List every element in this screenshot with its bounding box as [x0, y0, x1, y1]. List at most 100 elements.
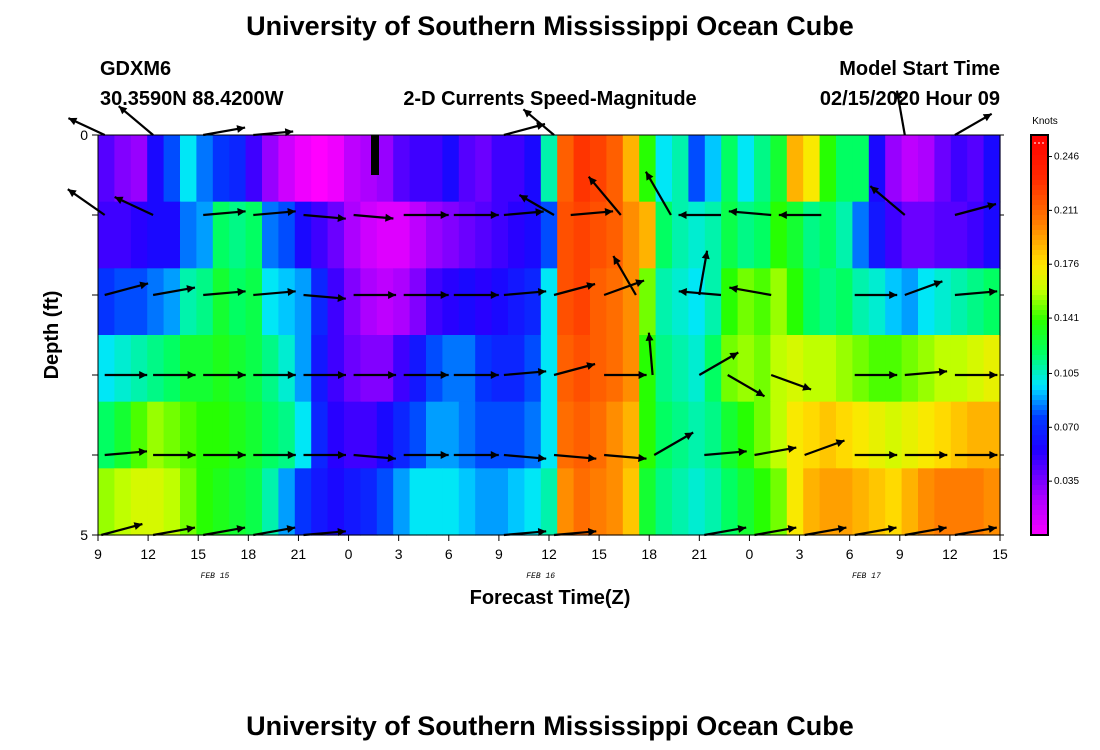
- current-vector: [604, 453, 647, 462]
- heatmap-cell: [147, 201, 165, 269]
- current-vector: [954, 288, 998, 297]
- heatmap-cell: [950, 201, 968, 269]
- heatmap-cell: [901, 468, 919, 536]
- heatmap-cell: [409, 268, 427, 336]
- heatmap-cell: [442, 468, 460, 536]
- colorbar-segment: [1031, 500, 1048, 506]
- heatmap-cell: [557, 401, 575, 469]
- heatmap-cell: [278, 135, 296, 203]
- heatmap-cell: [508, 468, 525, 536]
- heatmap-cell: [147, 268, 165, 336]
- heatmap-cell: [573, 268, 591, 336]
- heatmap-cell: [885, 135, 903, 203]
- heatmap-cell: [426, 201, 443, 269]
- colorbar-segment: [1031, 255, 1048, 261]
- current-vector: [553, 362, 596, 377]
- colorbar-segment: [1031, 455, 1048, 461]
- current-vector: [253, 288, 296, 297]
- heatmap-cell: [606, 401, 624, 469]
- heatmap-cell: [212, 201, 230, 269]
- current-vector: [854, 291, 898, 299]
- heatmap-cell: [393, 468, 411, 536]
- colorbar-tick-label: 0.246: [1054, 152, 1079, 163]
- current-vector: [804, 439, 845, 457]
- heatmap-cell: [458, 268, 476, 336]
- colorbar-segment: [1031, 375, 1048, 381]
- plot-title: 2-D Currents Speed-Magnitude: [403, 88, 696, 110]
- current-vector: [954, 451, 998, 459]
- heatmap-cell: [573, 468, 591, 536]
- colorbar-tick-label: 0.176: [1054, 259, 1079, 270]
- colorbar-segment: [1031, 305, 1048, 311]
- heatmap-cell: [934, 335, 952, 403]
- heatmap-cell: [376, 401, 394, 469]
- heatmap-cell: [688, 335, 706, 403]
- colorbar-segment: [1031, 320, 1048, 326]
- colorbar-segment: [1031, 190, 1048, 196]
- heatmap-cell: [983, 201, 1001, 269]
- x-axis-label: Forecast Time(Z): [470, 587, 631, 609]
- colorbar-segment: [1031, 285, 1048, 291]
- heatmap-cell: [622, 401, 640, 469]
- current-vector: [104, 371, 148, 379]
- colorbar-segment: [1031, 235, 1048, 241]
- heatmap-cell: [737, 401, 755, 469]
- colorbar-segment: [1031, 145, 1048, 151]
- current-vector: [954, 112, 993, 136]
- heatmap-cell: [934, 201, 952, 269]
- colorbar-segment: [1031, 440, 1048, 446]
- heatmap-cell: [278, 268, 296, 336]
- colorbar-segment: [1031, 325, 1048, 331]
- current-vector: [453, 371, 499, 379]
- heatmap-cell: [278, 201, 296, 269]
- x-tick-label: 12: [140, 546, 156, 562]
- x-tick-label: 21: [692, 546, 708, 562]
- colorbar-segment: [1031, 475, 1048, 481]
- heatmap-cell: [311, 268, 329, 336]
- heatmap-cell: [557, 335, 575, 403]
- heatmap-cell: [212, 135, 230, 203]
- heatmap-cell: [721, 201, 739, 269]
- heatmap-cell: [442, 335, 460, 403]
- heatmap-cell: [540, 201, 558, 269]
- date-label: FEB 17: [852, 572, 881, 581]
- heatmap-cell: [491, 201, 509, 269]
- heatmap-cell: [98, 468, 115, 536]
- heatmap-cell: [983, 268, 1001, 336]
- current-vector: [101, 522, 143, 537]
- heatmap-cell: [918, 201, 935, 269]
- current-vector: [503, 528, 547, 537]
- heatmap-cell: [229, 401, 247, 469]
- heatmap-cell: [852, 135, 870, 203]
- heatmap-cell: [655, 335, 673, 403]
- heatmap-cell: [721, 135, 739, 203]
- current-vector: [854, 451, 898, 459]
- colorbar-segment: [1031, 170, 1048, 176]
- heatmap-cell: [622, 201, 640, 269]
- heatmap-cell: [458, 335, 476, 403]
- heatmap-cell: [376, 268, 394, 336]
- heatmap-cell: [262, 135, 279, 203]
- heatmap-cell: [311, 468, 329, 536]
- heatmap-cell: [901, 201, 919, 269]
- heatmap-cell: [98, 335, 115, 403]
- heatmap-cell: [163, 401, 181, 469]
- heatmap-cell: [458, 468, 476, 536]
- current-vector: [67, 188, 106, 216]
- heatmap-cell: [819, 335, 837, 403]
- heatmap-cell: [196, 135, 214, 203]
- heatmap-cell: [819, 401, 837, 469]
- heatmap-cell: [639, 401, 657, 469]
- heatmap-cell: [196, 335, 214, 403]
- heatmap-cell: [967, 401, 985, 469]
- heatmap-cell: [704, 468, 722, 536]
- current-vector: [114, 196, 154, 216]
- colorbar-segment: [1031, 155, 1048, 161]
- current-vector: [678, 211, 721, 219]
- heatmap-cell: [590, 201, 607, 269]
- heatmap-cell: [688, 201, 706, 269]
- heatmap-cell: [836, 268, 853, 336]
- colorbar-segment: [1031, 330, 1048, 336]
- colorbar-segment: [1031, 150, 1048, 156]
- heatmap-cell: [655, 468, 673, 536]
